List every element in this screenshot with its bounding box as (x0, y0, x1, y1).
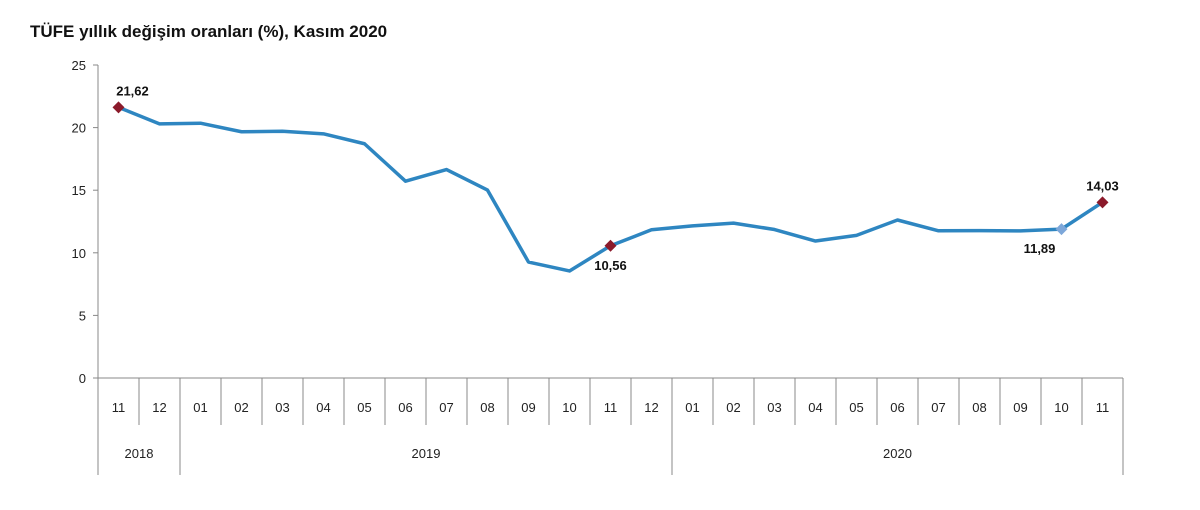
x-tick-label: 03 (275, 400, 289, 415)
chart-title: TÜFE yıllık değişim oranları (%), Kasım … (30, 22, 388, 41)
x-tick-label: 07 (931, 400, 945, 415)
x-tick-label: 11 (112, 400, 126, 415)
highlight-marker (1096, 196, 1109, 209)
year-label: 2020 (883, 446, 912, 461)
x-tick-label: 06 (890, 400, 904, 415)
data-label: 21,62 (116, 83, 149, 98)
x-tick-label: 06 (398, 400, 412, 415)
x-tick-label: 10 (1054, 400, 1068, 415)
x-tick-label: 01 (193, 400, 207, 415)
x-tick-label: 02 (726, 400, 740, 415)
y-tick-label: 15 (72, 183, 86, 198)
data-label: 11,89 (1024, 241, 1056, 256)
x-tick-label: 08 (972, 400, 986, 415)
x-tick-label: 02 (234, 400, 248, 415)
x-tick-label: 08 (480, 400, 494, 415)
year-label: 2018 (125, 446, 154, 461)
highlight-marker (1055, 223, 1068, 236)
x-tick-label: 07 (439, 400, 453, 415)
x-tick-label: 03 (767, 400, 781, 415)
x-tick-label: 12 (644, 400, 658, 415)
y-tick-label: 5 (79, 308, 86, 323)
x-tick-label: 01 (685, 400, 699, 415)
x-tick-label: 05 (357, 400, 371, 415)
y-tick-label: 10 (72, 246, 86, 261)
y-tick-label: 20 (72, 121, 86, 136)
x-tick-label: 09 (521, 400, 535, 415)
y-tick-label: 25 (72, 58, 86, 73)
x-tick-label: 04 (316, 400, 330, 415)
x-tick-label: 10 (562, 400, 576, 415)
x-tick-label: 09 (1013, 400, 1027, 415)
x-tick-label: 05 (849, 400, 863, 415)
x-tick-label: 12 (152, 400, 166, 415)
x-tick-label: 11 (1096, 400, 1110, 415)
highlight-marker (112, 101, 125, 114)
highlight-marker (604, 239, 617, 252)
x-tick-label: 04 (808, 400, 822, 415)
y-tick-label: 0 (79, 371, 86, 386)
data-label: 14,03 (1086, 178, 1119, 193)
x-tick-label: 11 (604, 400, 618, 415)
data-label: 10,56 (594, 258, 627, 273)
year-label: 2019 (412, 446, 441, 461)
